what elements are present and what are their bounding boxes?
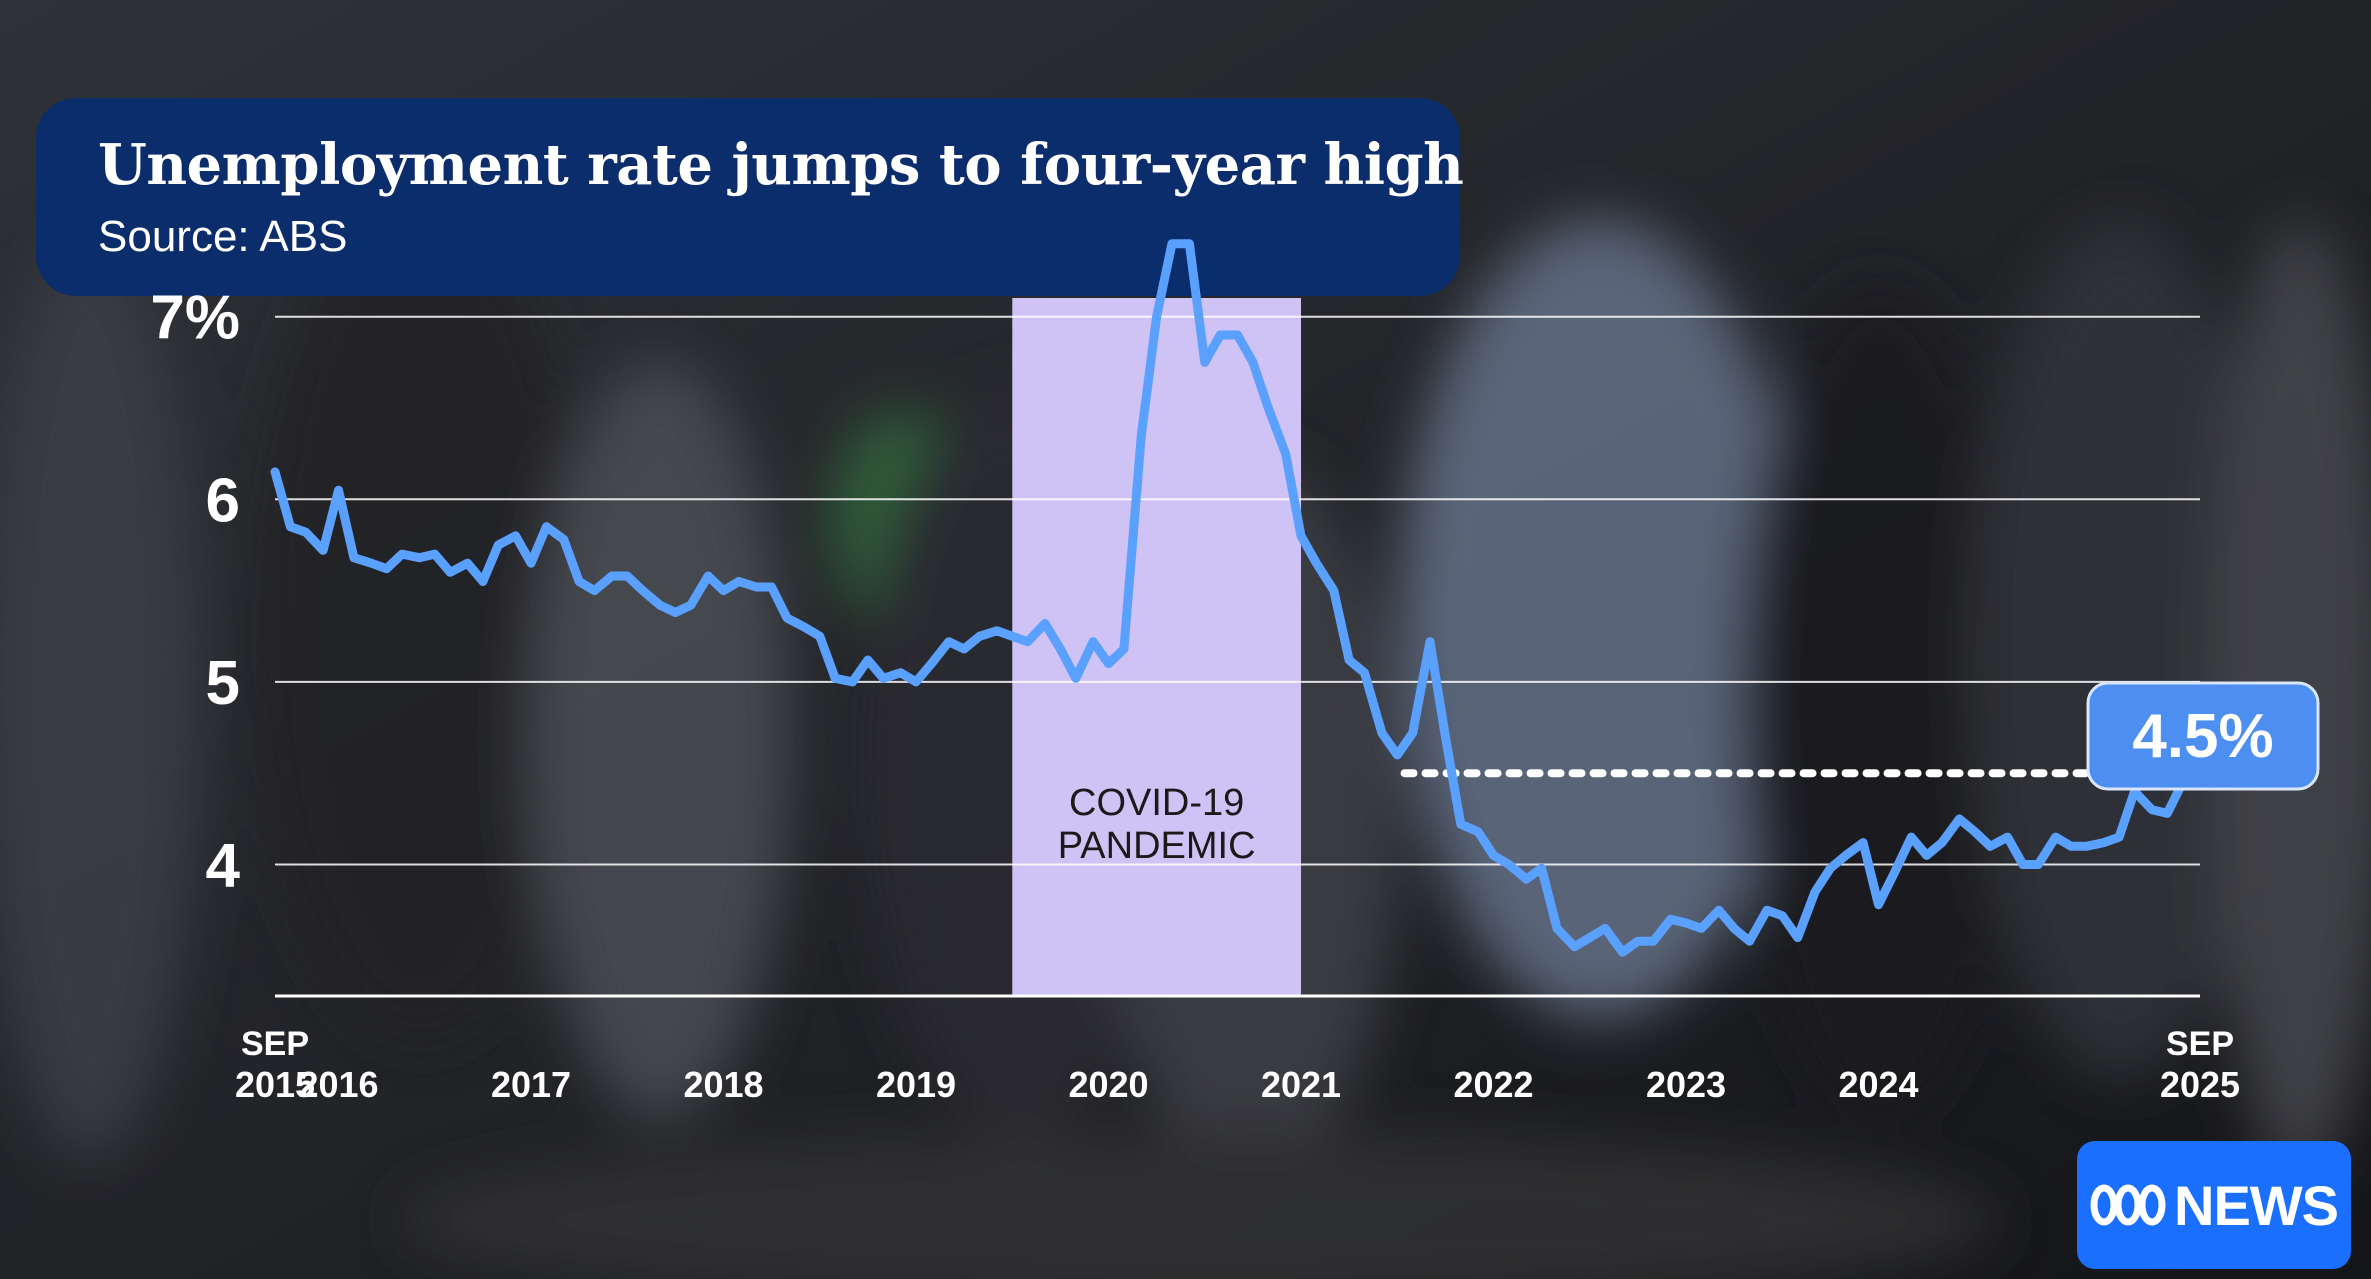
callout-value: 4.5% — [2132, 702, 2273, 771]
unemployment-line — [270, 239, 2205, 957]
abc-news-logo: NEWS — [2077, 1141, 2351, 1269]
y-tick-label: 5 — [206, 649, 240, 718]
x-tick-label: 2020 — [1068, 1064, 1148, 1105]
y-tick-label: 4 — [206, 832, 241, 901]
x-tick-label: 2024 — [1838, 1064, 1918, 1105]
x-tick-label-top: SEP — [241, 1025, 309, 1063]
y-tick-label: 7% — [150, 284, 240, 353]
y-tick-label: 6 — [206, 466, 240, 535]
chart-source: Source: ABS — [98, 212, 348, 261]
x-tick-label: 2015 — [235, 1064, 315, 1105]
x-tick-label: 2023 — [1646, 1064, 1726, 1105]
x-tick-label: 2016 — [298, 1064, 378, 1105]
x-tick-label: 2018 — [683, 1064, 763, 1105]
chart-title: Unemployment rate jumps to four-year hig… — [98, 132, 1464, 198]
x-tick-label: 2022 — [1453, 1064, 1533, 1105]
x-tick-label: 2019 — [876, 1064, 956, 1105]
x-tick-label: 2017 — [491, 1064, 571, 1105]
x-tick-label: 2025 — [2160, 1064, 2240, 1105]
abc-logo-icon — [2090, 1184, 2166, 1226]
x-tick-label-top: SEP — [2166, 1025, 2234, 1063]
title-banner: Unemployment rate jumps to four-year hig… — [36, 98, 1464, 296]
x-tick-label: 2021 — [1261, 1064, 1341, 1105]
callout-box — [2086, 681, 2320, 791]
logo-text: NEWS — [2174, 1173, 2339, 1237]
covid-label-line2: PANDEMIC — [1058, 825, 1256, 867]
covid-label-line1: COVID-19 — [1069, 782, 1244, 824]
